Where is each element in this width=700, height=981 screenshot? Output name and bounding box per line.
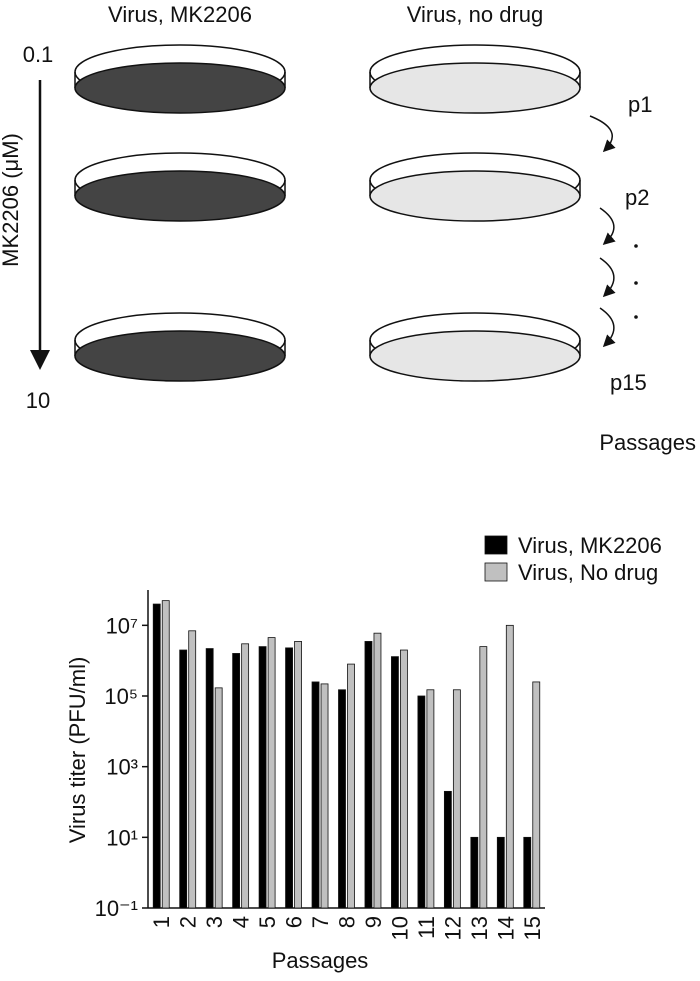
bar	[205, 648, 214, 909]
left-title: Virus, MK2206	[108, 2, 252, 27]
legend-swatch	[484, 535, 508, 555]
bar	[523, 836, 532, 909]
conc-top: 0.1	[23, 42, 54, 67]
legend-swatch	[484, 562, 508, 582]
passage-arrow	[599, 207, 616, 246]
bar	[400, 649, 408, 909]
passage-label: p15	[610, 370, 647, 395]
bar	[479, 646, 488, 909]
conc-axis: MK2206 (μM)	[0, 133, 23, 267]
conc-arrowhead	[30, 350, 50, 370]
x-tick-label: 4	[229, 916, 254, 928]
dot	[634, 244, 638, 248]
passage-arrow	[589, 115, 616, 153]
legend-label: Virus, No drug	[518, 560, 658, 585]
dish-medium	[74, 330, 286, 382]
y-tick-label: 10⁻¹	[95, 896, 138, 921]
bar	[452, 689, 461, 909]
x-axis-label: Passages	[272, 948, 369, 973]
x-tick-label: 12	[440, 916, 465, 940]
passage-label: p1	[628, 92, 652, 117]
x-tick-label: 9	[361, 916, 386, 928]
x-tick-label: 3	[202, 916, 227, 928]
x-tick-label: 6	[282, 916, 307, 928]
bar	[179, 649, 188, 909]
bar	[188, 630, 197, 909]
bar	[320, 683, 329, 909]
bar	[470, 836, 479, 909]
x-tick-label: 15	[520, 916, 545, 940]
bar	[391, 656, 399, 909]
legend-label: Virus, MK2206	[518, 533, 662, 558]
dish-medium	[369, 170, 581, 222]
bar	[364, 641, 373, 909]
bar	[417, 695, 426, 909]
bar	[373, 632, 382, 909]
x-tick-label: 5	[255, 916, 280, 928]
bar	[161, 600, 170, 909]
dish-medium	[74, 62, 286, 114]
bar	[258, 646, 267, 909]
right-title: Virus, no drug	[407, 2, 544, 27]
bar	[338, 689, 346, 909]
bar	[214, 687, 223, 909]
passages-label: Passages	[599, 430, 696, 455]
x-tick-label: 13	[467, 916, 492, 940]
dot	[634, 315, 638, 319]
x-tick-label: 11	[414, 916, 439, 939]
conc-bottom: 10	[26, 388, 50, 413]
y-tick-label: 10³	[106, 755, 138, 780]
y-axis-label: Virus titer (PFU/ml)	[65, 657, 90, 844]
dish-medium	[74, 170, 286, 222]
bar	[347, 663, 355, 909]
y-tick-label: 10¹	[106, 825, 138, 850]
bar	[294, 641, 302, 909]
x-tick-label: 7	[308, 916, 333, 928]
dot	[634, 281, 638, 285]
bar	[496, 836, 505, 909]
passage-arrow	[599, 257, 616, 298]
x-tick-label: 1	[149, 916, 174, 928]
bar	[285, 647, 293, 909]
dishes	[74, 44, 581, 382]
bar	[267, 637, 276, 909]
bar	[152, 603, 161, 909]
dish-medium	[369, 330, 581, 382]
bar	[232, 653, 241, 909]
passage-label: p2	[625, 185, 649, 210]
bar	[505, 624, 514, 909]
y-tick-label: 10⁷	[106, 613, 138, 638]
bar	[532, 681, 541, 909]
bar	[241, 643, 250, 909]
bar	[426, 689, 435, 909]
x-tick-label: 2	[176, 916, 201, 928]
dish-medium	[369, 62, 581, 114]
x-tick-label: 14	[493, 916, 518, 940]
passage-arrow	[599, 307, 616, 348]
x-tick-label: 8	[335, 916, 360, 928]
y-tick-label: 10⁵	[104, 684, 138, 709]
x-tick-label: 10	[387, 916, 412, 940]
bar	[443, 790, 452, 909]
bar	[311, 681, 320, 909]
